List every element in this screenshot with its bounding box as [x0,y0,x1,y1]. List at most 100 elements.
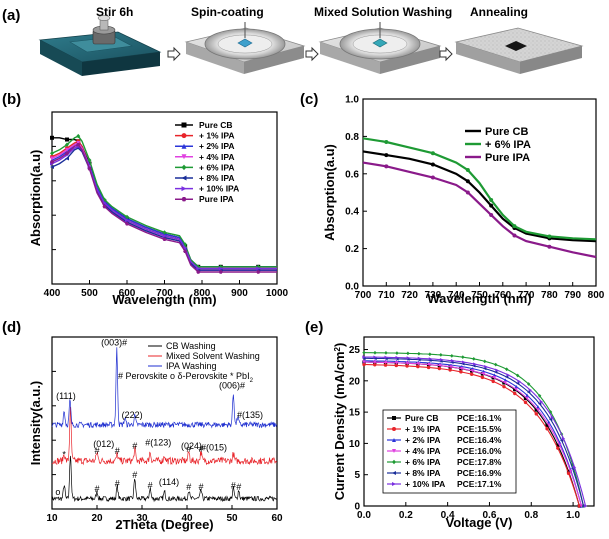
chart-b-absorption-spectra: 400 500 600 700 800 900 1000 Wavelength (nm) Abs… [28,111,289,307]
data-point [87,157,92,163]
data-point [536,408,540,412]
magnetic-stirrer-icon [38,15,162,76]
data-point [373,360,377,364]
series-line-7 [51,143,277,273]
data-point [450,359,455,363]
data-point [383,363,388,367]
data-point [439,357,444,362]
data-point [465,190,470,195]
step-label-spin-coating: Spin-coating [191,5,264,19]
data-point [395,351,399,355]
data-point [426,365,431,370]
legend-marker [181,186,187,192]
data-point [523,396,528,401]
data-point [183,242,188,247]
peak-label: (012) [93,439,114,449]
data-point [183,249,188,254]
legend-label: Pure IPA [199,194,234,204]
chart-c-absorption-zoom: 700 710 720 730 740 750 760 770 780 790 800 0.0 0.2 0… [322,95,605,307]
legend-marker [392,482,396,486]
data-point [395,355,399,360]
data-point [505,375,509,379]
data-point [480,375,485,380]
data-point [473,362,477,366]
legend-label: + 1% IPA [199,131,235,141]
step-stir: Stir 6h [38,5,162,76]
legend-pce-label: PCE:16.1% [457,413,502,423]
data-point [503,381,508,385]
peak-label: # [236,482,241,492]
y-axis-label: Current Density (mA/cm2) [332,343,347,501]
plot-frame-e [363,336,595,507]
x-tick-label: 770 [518,290,535,301]
data-point [125,214,129,220]
y-tick-label: 0 [354,502,360,513]
spin-coater-icon [318,22,442,74]
data-point [556,446,560,450]
legend-label: + 8% IPA [199,173,235,183]
peak-label: (111) [56,391,76,401]
data-point [525,396,529,401]
legend-marker [392,427,396,431]
legend-label: + 2% IPA [405,435,441,445]
data-point [566,471,571,476]
data-point [537,393,542,398]
xrd-trace-0 [51,455,277,503]
legend-label: + 8% IPA [405,468,441,478]
data-point [513,387,517,392]
data-point [430,175,435,180]
peak-label: #(015) [201,443,227,453]
data-point [481,372,486,376]
legend-note-subscript: 2 [250,378,254,384]
legend-label: Pure IPA [485,152,530,164]
legend-marker [392,416,396,420]
data-point [384,351,388,355]
peak-label: # [115,479,120,489]
data-point [545,423,549,427]
data-point [373,363,377,367]
data-point [430,162,435,167]
x-tick-label: 780 [541,290,558,301]
legend-note: # Perovskite o δ-Perovskite * PbI2 [118,371,254,384]
data-point [471,369,475,373]
legend-label: + 10% IPA [199,184,239,194]
data-point [405,364,409,368]
data-point [65,142,69,147]
x-tick-label: 30 [136,513,148,524]
data-point [528,388,532,392]
legend-pce-label: PCE:16.4% [457,435,502,445]
y-tick-label: 0.6 [345,169,359,180]
step-annealing: Annealing [454,5,584,74]
data-point [583,504,588,508]
data-point [362,355,366,359]
data-point [545,427,549,431]
hollow-right-arrow-icon [439,46,453,62]
data-point [547,234,552,239]
data-point [162,230,167,235]
step-mixed-washing: Mixed Solution Washing [314,5,452,74]
data-point [512,233,517,238]
data-point [534,408,538,412]
data-point [125,222,129,226]
x-tick-label: 710 [378,290,395,301]
y-tick-label: 5 [354,470,360,481]
data-point [50,156,54,161]
legend-marker [392,459,396,465]
x-tick-label: 750 [471,290,488,301]
legend-marker [181,175,187,181]
y-tick-label: 15 [349,408,361,419]
data-point [362,350,366,355]
step-spin-coating: Spin-coating [184,5,306,74]
data-point [492,376,497,380]
x-tick-label: 0.6 [483,510,497,521]
panel-label-e: (e) [305,319,323,336]
data-point [556,443,560,447]
peak-label: # [132,441,137,451]
legend-pce-label: PCE:15.5% [457,424,502,434]
x-tick-label: 700 [355,290,372,301]
legend-label: + 10% IPA [405,479,445,489]
step-label-annealing: Annealing [470,5,528,19]
data-point [469,372,474,376]
legend-marker [181,122,187,128]
data-point [461,355,465,360]
